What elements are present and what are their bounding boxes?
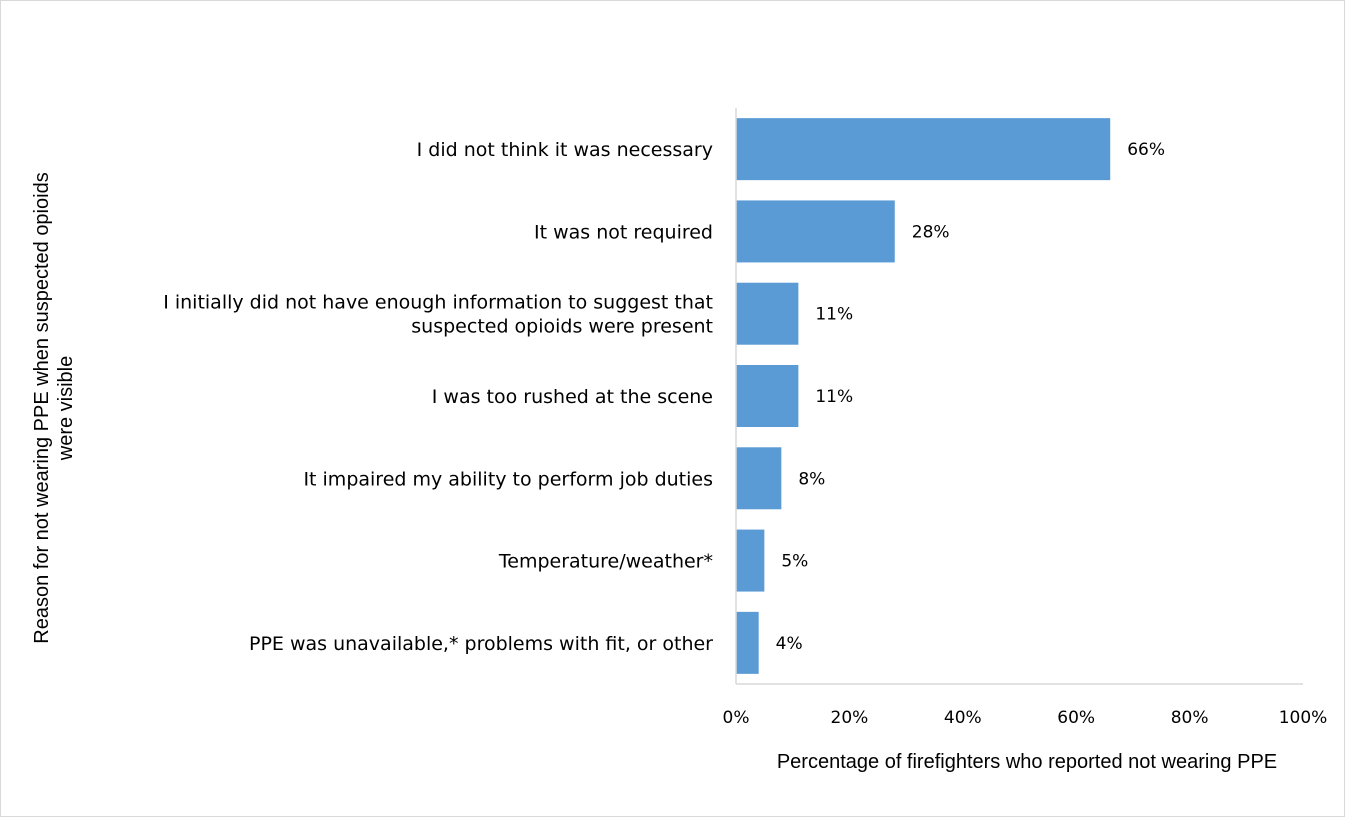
category-label-3-line-1: I initially did not have enough informat…	[163, 292, 713, 314]
bar-4	[736, 365, 799, 427]
value-label-3: 11%	[815, 305, 853, 325]
bar-5	[736, 447, 782, 510]
y-axis-title-line-2: were visible	[55, 356, 77, 461]
value-label-2: 28%	[912, 222, 950, 242]
x-tick-label-4: 60%	[1057, 708, 1095, 728]
bar-1	[736, 118, 1111, 181]
value-label-4: 11%	[815, 387, 853, 407]
category-label-5: It impaired my ability to perform job du…	[303, 468, 713, 490]
y-axis-title-line-1: Reason for not wearing PPE when suspecte…	[31, 172, 53, 643]
bar-3	[736, 282, 799, 345]
category-label-2: It was not required	[534, 221, 713, 243]
x-tick-label-1: 0%	[723, 708, 750, 728]
x-tick-label-6: 100%	[1279, 708, 1328, 728]
x-tick-label-5: 80%	[1171, 708, 1209, 728]
value-label-7: 4%	[776, 634, 803, 654]
x-tick-label-3: 40%	[944, 708, 982, 728]
category-label-7: PPE was unavailable,* problems with fit,…	[249, 633, 713, 655]
category-label-4: I was too rushed at the scene	[432, 386, 713, 408]
value-label-5: 8%	[798, 469, 825, 489]
x-tick-label-2: 20%	[831, 708, 869, 728]
value-label-1: 66%	[1127, 140, 1165, 160]
value-label-6: 5%	[781, 552, 808, 572]
bar-7	[736, 611, 759, 674]
x-axis-title: Percentage of firefighters who reported …	[777, 751, 1277, 773]
category-label-1: I did not think it was necessary	[417, 139, 713, 161]
bar-2	[736, 200, 895, 263]
category-label-6: Temperature/weather*	[498, 551, 713, 573]
category-label-3-line-2: suspected opioids were present	[411, 316, 713, 338]
bar-6	[736, 529, 765, 592]
